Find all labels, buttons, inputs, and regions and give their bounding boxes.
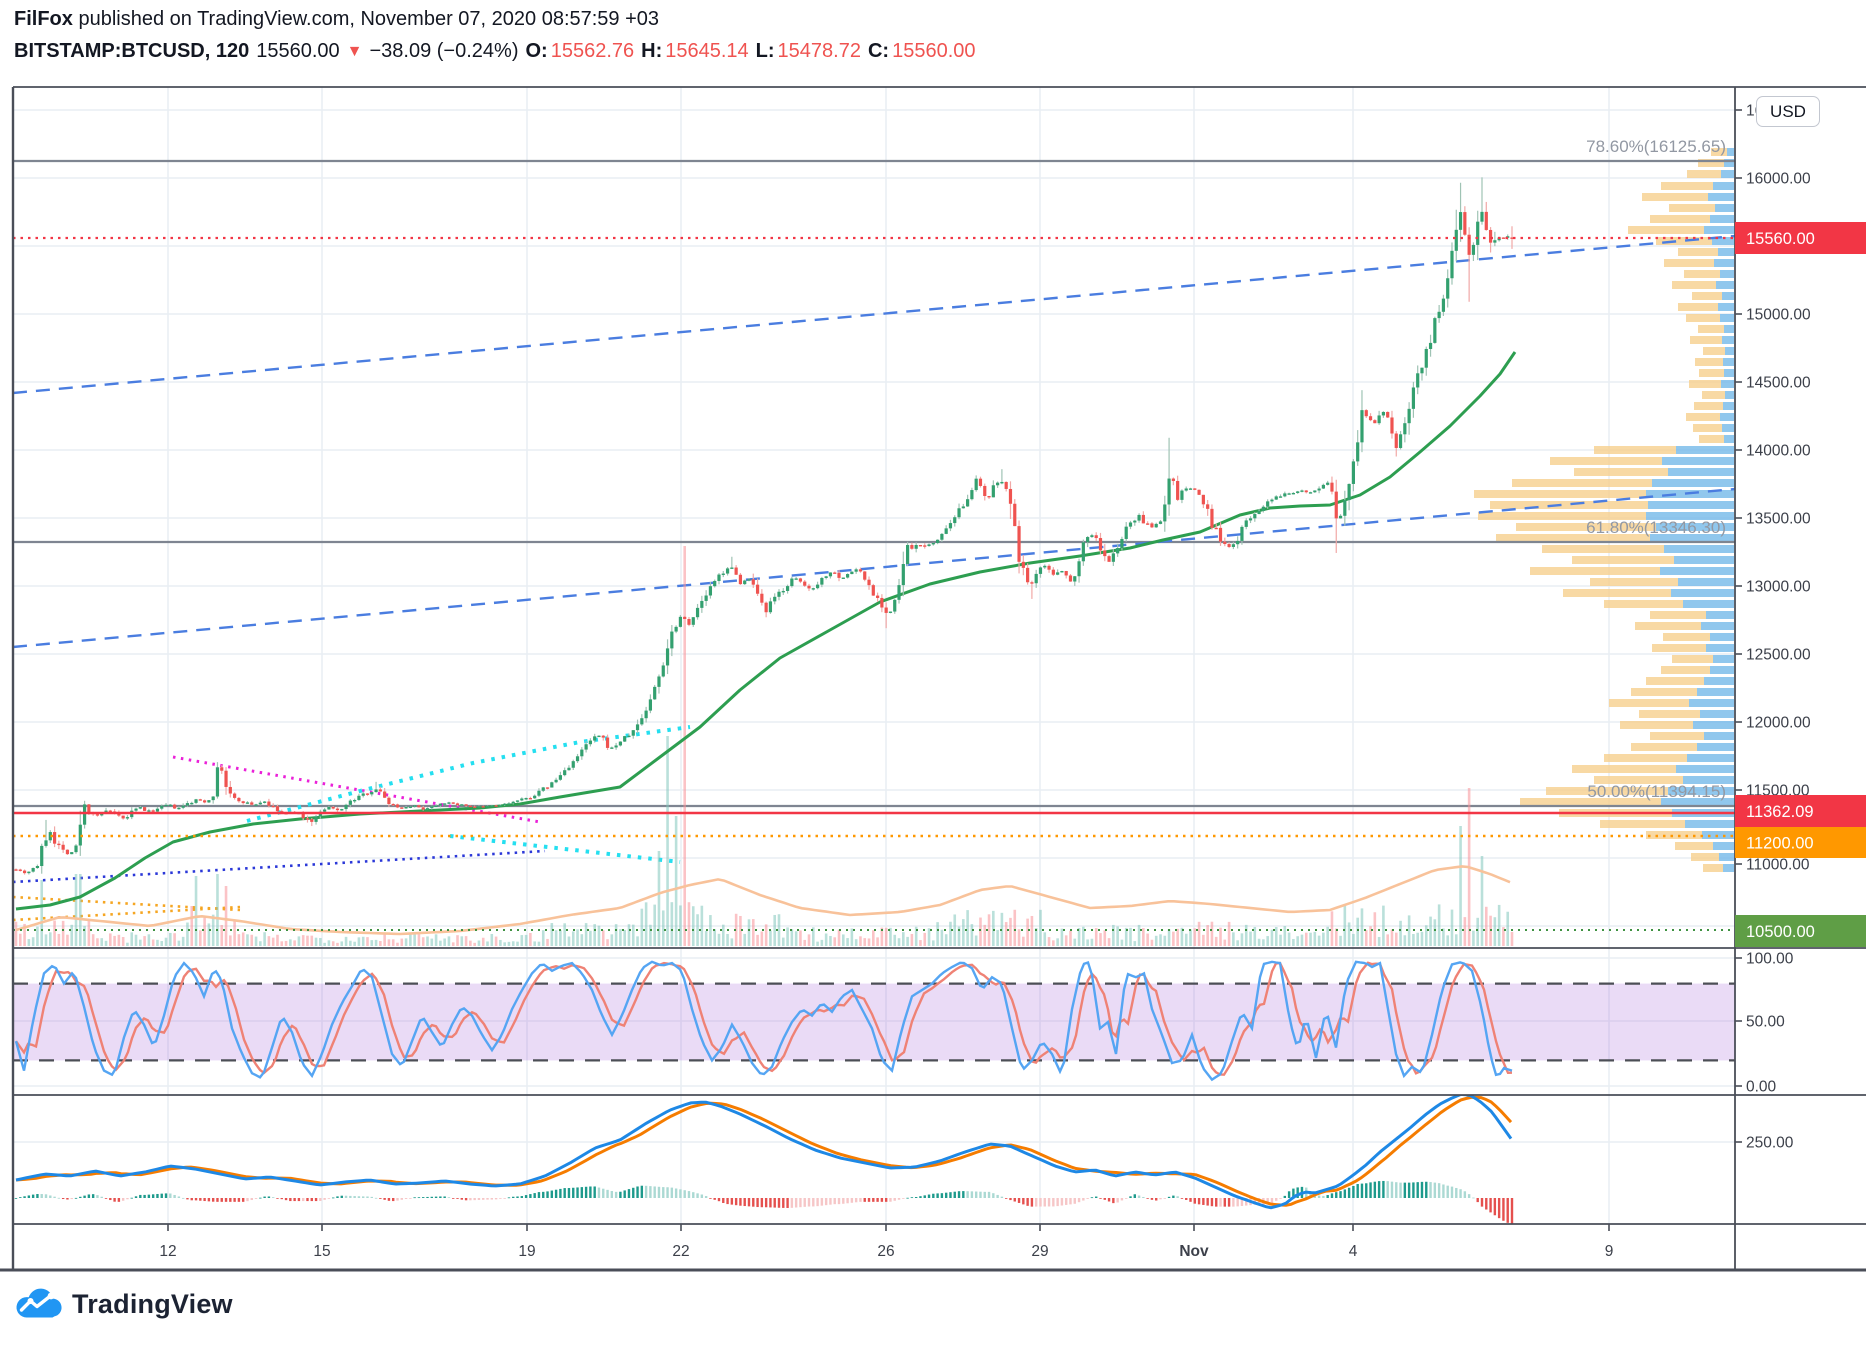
time-axis-label: 19 — [518, 1243, 535, 1260]
candles-layer — [14, 177, 1514, 875]
price-axis-label: 14000.00 — [1746, 443, 1811, 460]
tradingview-cloud-icon — [16, 1288, 62, 1318]
fibonacci-labels-layer: 78.60%(16125.65) 61.80%(13346.30) 50.00%(1… — [1586, 137, 1726, 801]
price-axis-label: 13000.00 — [1746, 579, 1811, 596]
price-axis-label: 12500.00 — [1746, 647, 1811, 664]
open-label: O: — [525, 40, 548, 62]
high-value: 15645.14 — [665, 40, 749, 62]
publisher-name: FilFox — [14, 8, 73, 30]
time-scale[interactable]: 12 15 19 22 26 29 Nov 4 9 — [159, 1224, 1613, 1260]
price-axis-label: 14500.00 — [1746, 375, 1811, 392]
indicator-axis-label: 100.00 — [1746, 951, 1794, 968]
time-axis-label: 22 — [672, 1243, 689, 1260]
price-tag-label: 11362.09 — [1746, 803, 1814, 821]
price-down-icon: ▼ — [346, 43, 363, 60]
stochastic-panel-layer — [13, 960, 1735, 1082]
indicator-axis-label: 250.00 — [1746, 1135, 1794, 1152]
time-axis-label: 26 — [877, 1243, 894, 1260]
fib-level-label: 61.80%(13346.30) — [1586, 518, 1726, 537]
fib-level-label: 50.00%(11394.15) — [1587, 782, 1726, 801]
price-tag — [1735, 795, 1866, 827]
low-value: 15478.72 — [777, 40, 861, 62]
price-tag-label: 10500.00 — [1746, 923, 1815, 941]
price-tag-label: 15560.00 — [1746, 230, 1815, 248]
symbol-title[interactable]: BITSTAMP:BTCUSD, 120 — [14, 40, 250, 62]
header: FilFox published on TradingView.com, Nov… — [14, 6, 976, 66]
tradingview-logo-text: TradingView — [72, 1288, 233, 1319]
close-value: 15560.00 — [892, 40, 976, 62]
time-axis-label: 15 — [313, 1243, 330, 1260]
price-axis-label: 11000.00 — [1746, 857, 1810, 874]
price-tag — [1735, 915, 1866, 947]
time-axis-label: Nov — [1179, 1243, 1209, 1260]
price-tag — [1735, 827, 1866, 858]
last-price: 15560.00 — [256, 40, 340, 62]
price-scale[interactable]: 16500.0016000.0015000.0014500.0014000.00… — [1735, 103, 1866, 1152]
low-label: L: — [755, 40, 775, 62]
open-value: 15562.76 — [550, 40, 635, 62]
symbol-status-line: BITSTAMP:BTCUSD, 120 15560.00 ▼ −38.09 (… — [14, 38, 976, 66]
fib-level-label: 78.60%(16125.65) — [1586, 137, 1726, 156]
time-axis-label: 9 — [1605, 1243, 1614, 1260]
macd-panel-layer — [14, 1095, 1514, 1224]
high-label: H: — [641, 40, 663, 62]
price-axis-label: 13500.00 — [1746, 511, 1811, 528]
price-tag-label: 11200.00 — [1746, 835, 1814, 853]
time-axis-label: 12 — [159, 1243, 176, 1260]
trendlines-layer — [13, 234, 1735, 922]
currency-toggle-button[interactable]: USD — [1756, 96, 1820, 127]
price-change: −38.09 (−0.24%) — [369, 40, 519, 62]
indicator-axis-label: 0.00 — [1746, 1079, 1777, 1096]
time-axis-label: 29 — [1031, 1243, 1048, 1260]
volume-bars-layer — [14, 546, 1514, 946]
tradingview-logo[interactable]: TradingView — [13, 1286, 233, 1322]
publish-line: FilFox published on TradingView.com, Nov… — [14, 6, 976, 32]
price-axis-label: 12000.00 — [1746, 715, 1811, 732]
close-label: C: — [867, 40, 890, 62]
time-axis-label: 4 — [1349, 1243, 1358, 1260]
price-axis-label: 16000.00 — [1746, 171, 1811, 188]
price-axis-label: 15000.00 — [1746, 307, 1811, 324]
price-lines-layer — [13, 236, 1735, 931]
panel-borders-layer — [0, 86, 1866, 1272]
indicator-axis-label: 50.00 — [1746, 1014, 1785, 1031]
volume-profile-layer — [1474, 148, 1734, 872]
publish-note: published on TradingView.com, November 0… — [78, 8, 660, 30]
price-tag — [1735, 222, 1866, 254]
